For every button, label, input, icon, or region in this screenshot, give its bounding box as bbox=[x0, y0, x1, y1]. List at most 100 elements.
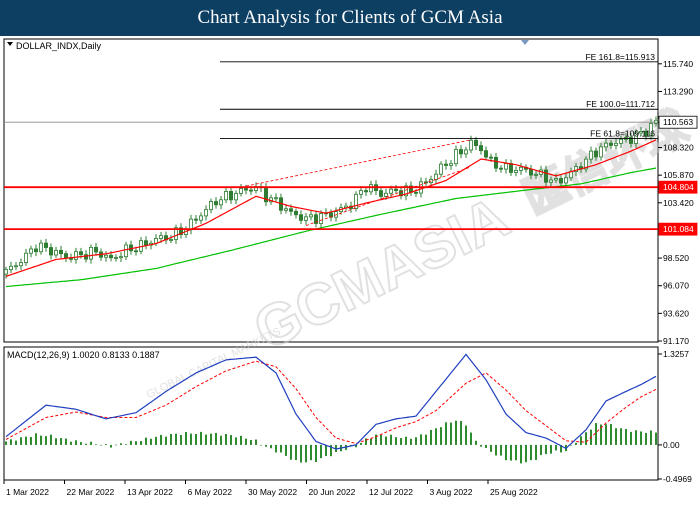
candle bbox=[273, 193, 278, 203]
macd-histogram-bar bbox=[380, 434, 382, 445]
candle-body bbox=[248, 189, 253, 192]
macd-histogram-bar bbox=[580, 436, 582, 445]
candle-body bbox=[288, 208, 293, 212]
macd-histogram-bar bbox=[165, 436, 167, 445]
candle bbox=[238, 184, 243, 197]
candle bbox=[544, 165, 549, 187]
candle bbox=[293, 208, 298, 219]
macd-histogram-bar bbox=[275, 444, 277, 453]
fast-moving-average-line bbox=[5, 139, 657, 277]
macd-histogram-bar bbox=[40, 435, 42, 445]
macd-histogram-bar bbox=[440, 427, 442, 445]
candle bbox=[473, 136, 478, 151]
scroll-end-marker-icon[interactable] bbox=[521, 40, 529, 45]
y-tick-label: 0.00 bbox=[663, 440, 680, 450]
macd-histogram-bar bbox=[285, 444, 287, 456]
candle-body bbox=[133, 250, 138, 253]
candle bbox=[363, 186, 368, 196]
macd-histogram-bar bbox=[160, 434, 162, 445]
candle-body bbox=[119, 256, 124, 259]
candle-body bbox=[273, 197, 278, 200]
y-tick-label: 113.290 bbox=[663, 86, 693, 96]
macd-histogram-bar bbox=[130, 440, 132, 445]
candle-body bbox=[143, 240, 148, 246]
candle-body bbox=[193, 218, 198, 221]
candle bbox=[213, 197, 218, 209]
candle bbox=[198, 212, 203, 224]
macd-histogram-bar bbox=[385, 436, 387, 445]
current-price-tag bbox=[658, 115, 698, 129]
macd-histogram-bar bbox=[190, 433, 192, 445]
candle-body bbox=[503, 163, 508, 170]
candle-body bbox=[604, 142, 609, 148]
macd-histogram-bar bbox=[220, 435, 222, 445]
candle-body bbox=[458, 149, 463, 155]
candle-body bbox=[333, 211, 338, 218]
candle-body bbox=[89, 246, 94, 260]
macd-histogram-bar bbox=[415, 437, 417, 445]
price-y-axis: 115.740 113.290 110.563 108.320 105.870 104.8… bbox=[658, 59, 698, 346]
macd-histogram-bar bbox=[330, 444, 332, 457]
candle-body bbox=[39, 242, 44, 253]
candle bbox=[23, 248, 28, 266]
macd-histogram-bar bbox=[195, 433, 197, 445]
candle bbox=[59, 245, 64, 258]
chart-dropdown-icon[interactable] bbox=[7, 42, 13, 46]
candle bbox=[584, 156, 589, 173]
macd-histogram-bar bbox=[465, 425, 467, 445]
chart-svg[interactable]: GCMASIA 匯信环球 GLOBAL CAPITAL MARKETS FE 1… bbox=[0, 36, 700, 500]
macd-histogram-bar bbox=[375, 434, 377, 445]
candle bbox=[228, 186, 233, 204]
candle-body bbox=[114, 257, 119, 259]
header-title: Chart Analysis for Clients of GCM Asia bbox=[197, 7, 503, 28]
candle-body bbox=[388, 188, 393, 194]
watermark-brand: GCMASIA bbox=[244, 184, 519, 362]
candle bbox=[34, 244, 39, 257]
candle bbox=[124, 241, 129, 261]
macd-histogram-bar bbox=[365, 438, 367, 445]
macd-histogram-bar bbox=[10, 439, 12, 445]
candle-body bbox=[223, 190, 228, 201]
macd-histogram-bar bbox=[255, 439, 257, 445]
macd-histogram-bar bbox=[645, 432, 647, 445]
macd-histogram-bar bbox=[480, 444, 482, 447]
candle-body bbox=[353, 193, 358, 210]
macd-histogram-bar bbox=[310, 444, 312, 461]
candle bbox=[589, 146, 594, 164]
candle bbox=[128, 240, 133, 255]
candle bbox=[559, 175, 564, 188]
candle bbox=[318, 210, 323, 228]
macd-histogram-bar bbox=[105, 444, 107, 445]
macd-histogram-bar bbox=[570, 444, 572, 446]
candle-body bbox=[23, 252, 28, 263]
macd-histogram-bar bbox=[455, 420, 457, 445]
candle-body bbox=[463, 149, 468, 155]
y-tick-label: 93.620 bbox=[663, 308, 689, 318]
candle-body bbox=[208, 201, 213, 211]
candle bbox=[639, 126, 644, 136]
candle-body bbox=[109, 254, 114, 259]
macd-histogram-bar bbox=[230, 435, 232, 445]
candle-body bbox=[238, 188, 243, 194]
macd-pane: 1.3257 0.00 -0.4969 bbox=[5, 349, 692, 484]
macd-histogram-bar bbox=[15, 440, 17, 445]
candle bbox=[483, 146, 488, 161]
candle-body bbox=[599, 146, 604, 158]
macd-histogram-bar bbox=[240, 435, 242, 445]
macd-histogram-bar bbox=[35, 433, 37, 445]
candle-body bbox=[308, 214, 313, 218]
candle-body bbox=[18, 262, 23, 267]
macd-histogram-bar bbox=[520, 444, 522, 464]
candle bbox=[39, 239, 44, 255]
macd-histogram-bar bbox=[280, 444, 282, 453]
macd-histogram-bar bbox=[25, 436, 27, 445]
macd-histogram-bar bbox=[325, 444, 327, 456]
macd-histogram-bar bbox=[170, 433, 172, 445]
candle-body bbox=[544, 169, 549, 183]
candle bbox=[358, 186, 363, 199]
candle bbox=[104, 251, 109, 262]
macd-histogram-bar bbox=[470, 432, 472, 445]
candle bbox=[143, 236, 148, 250]
candle bbox=[463, 146, 468, 159]
candle-body bbox=[488, 156, 493, 159]
